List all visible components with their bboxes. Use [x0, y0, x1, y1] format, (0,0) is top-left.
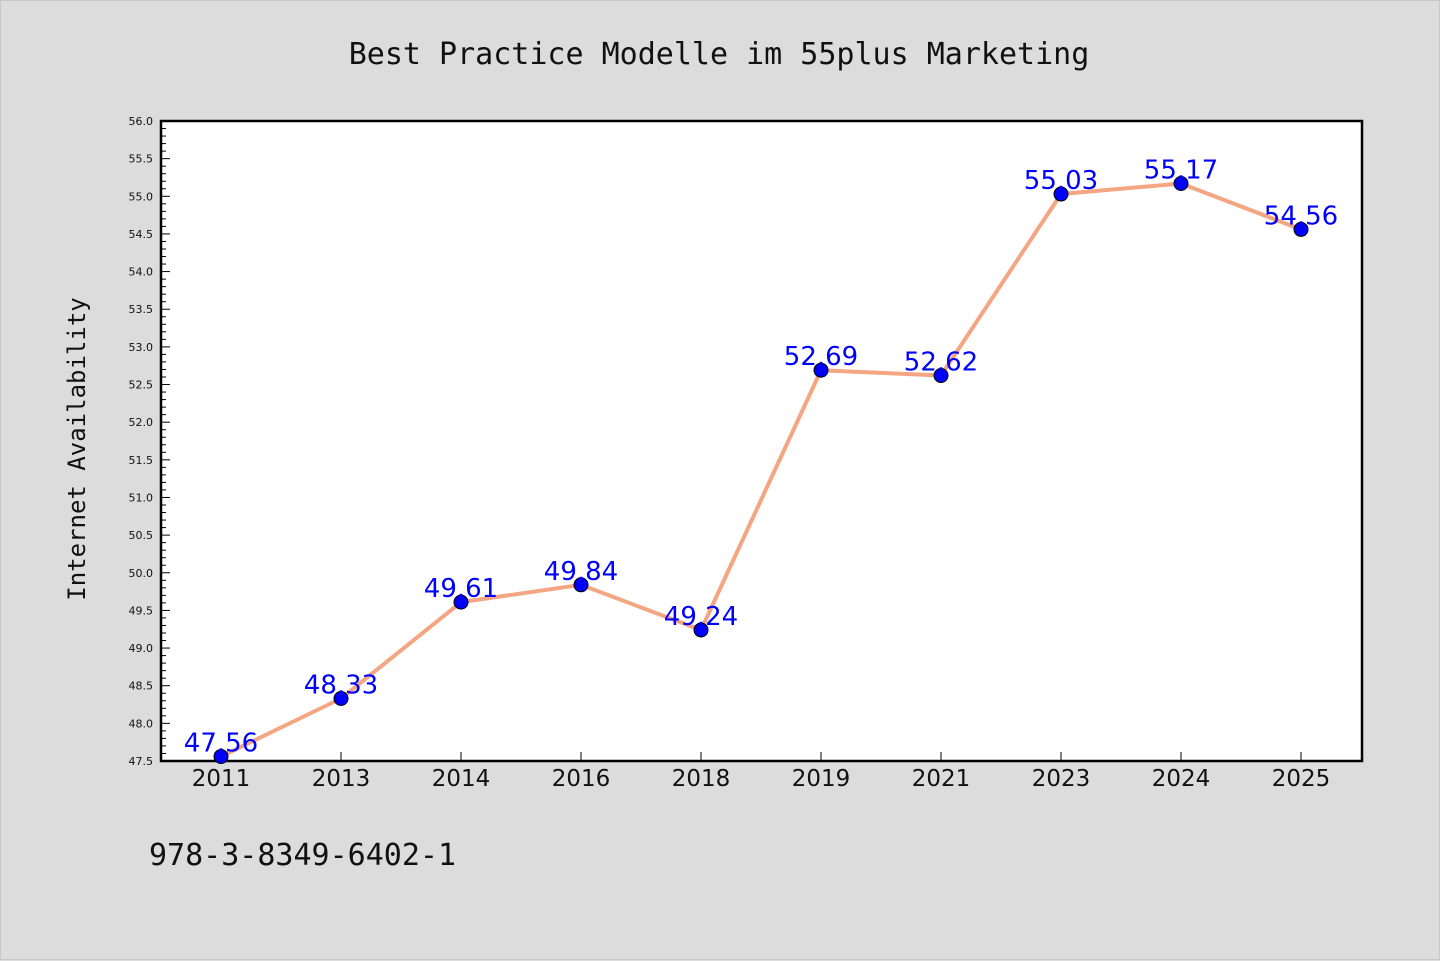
isbn-label: 978-3-8349-6402-1	[149, 838, 456, 873]
data-point	[333, 691, 349, 707]
data-label: 55.17	[1144, 155, 1218, 185]
y-tick-label: 48.0	[129, 717, 154, 730]
y-tick-label: 54.0	[129, 266, 154, 279]
y-tick-label: 50.5	[129, 529, 154, 542]
data-point	[573, 577, 589, 593]
data-label: 52.69	[784, 342, 858, 372]
data-label: 54.56	[1264, 201, 1338, 231]
data-label: 55.03	[1024, 166, 1098, 196]
x-tick-label: 2019	[792, 766, 851, 792]
data-point	[693, 622, 709, 638]
x-axis: 2011 2013 2014 2016 2018 2019 2021 2023 2024 2025	[192, 752, 1331, 792]
x-tick-label: 2013	[312, 766, 371, 792]
y-tick-label: 52.0	[129, 416, 154, 429]
x-tick-label: 2024	[1152, 766, 1211, 792]
series-line	[220, 181, 1302, 759]
data-point	[933, 367, 949, 383]
x-tick-label: 2018	[672, 766, 731, 792]
series-group: 47.56 48.33 49.61 49.84 49.24 52.69 52.62 55.03…	[184, 155, 1338, 764]
data-point	[1053, 186, 1069, 202]
y-tick-label: 50.0	[129, 567, 154, 580]
y-tick-label: 53.5	[129, 303, 154, 316]
data-point	[1293, 221, 1309, 237]
x-tick-label: 2023	[1032, 766, 1091, 792]
plot-area	[159, 119, 1364, 763]
y-tick-label: 54.5	[129, 228, 154, 241]
y-tick-label: 55.0	[129, 190, 154, 203]
y-tick-label: 51.5	[129, 454, 154, 467]
data-point	[1173, 175, 1189, 191]
y-tick-label: 47.5	[129, 755, 154, 768]
data-point	[813, 362, 829, 378]
y-tick-label: 49.0	[129, 642, 154, 655]
y-tick-label: 49.5	[129, 604, 154, 617]
data-point	[453, 594, 469, 610]
data-label: 49.24	[664, 602, 738, 632]
x-tick-label: 2011	[192, 766, 251, 792]
y-tick-label: 52.5	[129, 379, 154, 392]
data-point	[213, 748, 229, 764]
x-tick-label: 2016	[552, 766, 611, 792]
y-tick-label: 53.0	[129, 341, 154, 354]
y-axis: 47.5 48.0 48.5 49.0 49.5 50.0 50.5 51.0 51.5 52.0…	[129, 115, 170, 768]
x-tick-label: 2021	[912, 766, 971, 792]
data-label: 49.61	[424, 574, 498, 604]
x-tick-label: 2025	[1272, 766, 1331, 792]
data-label: 48.33	[304, 671, 378, 701]
data-label: 49.84	[544, 557, 618, 587]
y-tick-label: 55.5	[129, 153, 154, 166]
y-tick-label: 56.0	[129, 115, 154, 128]
y-tick-label: 51.0	[129, 491, 154, 504]
data-label: 47.56	[184, 728, 258, 758]
y-tick-label: 48.5	[129, 680, 154, 693]
chart-title: Best Practice Modelle im 55plus Marketin…	[349, 37, 1090, 72]
y-axis-label: Internet Availability	[63, 297, 91, 600]
data-label: 52.62	[904, 347, 978, 377]
x-tick-label: 2014	[432, 766, 491, 792]
